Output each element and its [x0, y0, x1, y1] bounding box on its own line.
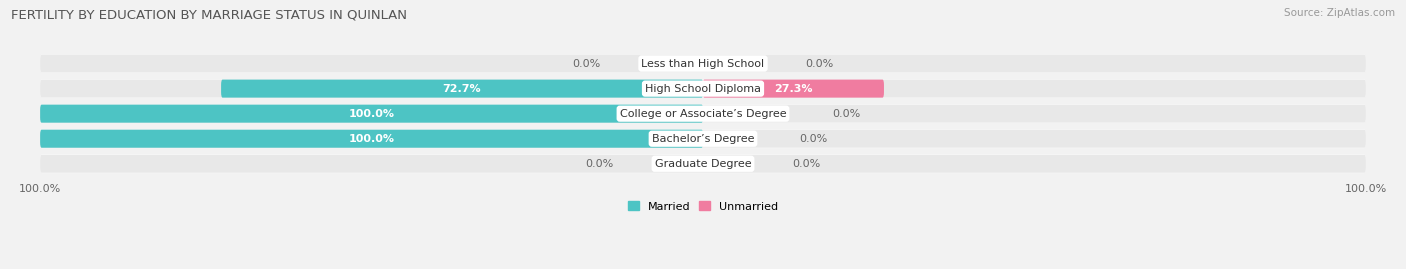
FancyBboxPatch shape	[221, 80, 703, 98]
Text: 100.0%: 100.0%	[349, 134, 395, 144]
Text: 0.0%: 0.0%	[572, 59, 600, 69]
Text: 100.0%: 100.0%	[349, 109, 395, 119]
Text: High School Diploma: High School Diploma	[645, 84, 761, 94]
FancyBboxPatch shape	[41, 130, 703, 148]
FancyBboxPatch shape	[41, 55, 1365, 73]
FancyBboxPatch shape	[41, 79, 1365, 98]
Text: 0.0%: 0.0%	[793, 159, 821, 169]
FancyBboxPatch shape	[41, 154, 1365, 173]
Text: Graduate Degree: Graduate Degree	[655, 159, 751, 169]
FancyBboxPatch shape	[41, 80, 1365, 98]
FancyBboxPatch shape	[41, 130, 1365, 148]
Text: Source: ZipAtlas.com: Source: ZipAtlas.com	[1284, 8, 1395, 18]
FancyBboxPatch shape	[703, 80, 884, 98]
Text: College or Associate’s Degree: College or Associate’s Degree	[620, 109, 786, 119]
Text: 0.0%: 0.0%	[806, 59, 834, 69]
FancyBboxPatch shape	[41, 54, 1365, 73]
FancyBboxPatch shape	[41, 105, 703, 123]
Text: 72.7%: 72.7%	[443, 84, 481, 94]
Text: FERTILITY BY EDUCATION BY MARRIAGE STATUS IN QUINLAN: FERTILITY BY EDUCATION BY MARRIAGE STATU…	[11, 8, 408, 21]
FancyBboxPatch shape	[41, 104, 1365, 123]
Legend: Married, Unmarried: Married, Unmarried	[627, 201, 779, 212]
Text: 0.0%: 0.0%	[585, 159, 613, 169]
Text: Less than High School: Less than High School	[641, 59, 765, 69]
Text: 27.3%: 27.3%	[775, 84, 813, 94]
Text: 0.0%: 0.0%	[799, 134, 827, 144]
Text: Bachelor’s Degree: Bachelor’s Degree	[652, 134, 754, 144]
Text: 0.0%: 0.0%	[832, 109, 860, 119]
FancyBboxPatch shape	[41, 105, 1365, 123]
FancyBboxPatch shape	[41, 155, 1365, 173]
FancyBboxPatch shape	[41, 129, 1365, 148]
